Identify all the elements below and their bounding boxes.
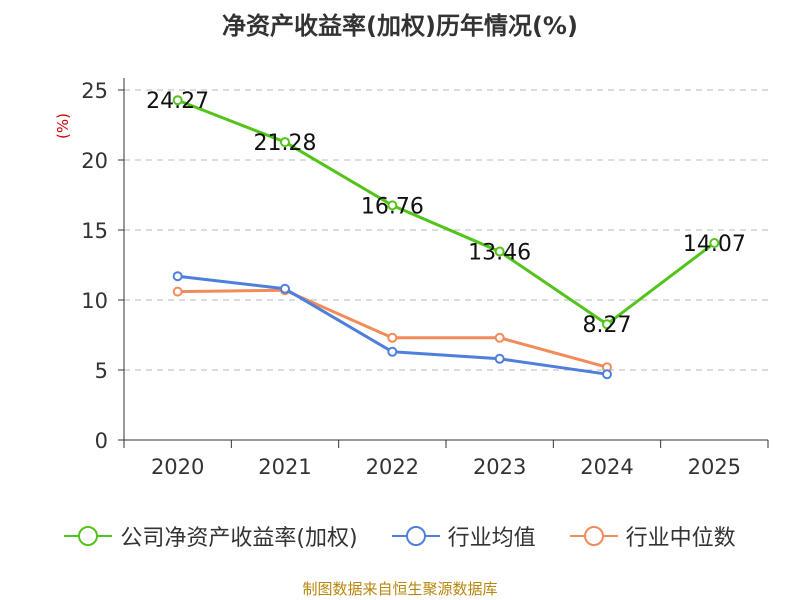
x-tick-label-2025: 2025 [688, 455, 741, 479]
y-tick-label-25: 25 [81, 79, 108, 103]
legend: 公司净资产收益率(加权) 行业均值 行业中位数 [0, 520, 800, 552]
legend-item-industry-median[interactable]: 行业中位数 [569, 520, 736, 552]
source-note: 制图数据来自恒生聚源数据库 [302, 580, 498, 598]
x-tick-label-2023: 2023 [473, 455, 526, 479]
legend-label-industry-median: 行业中位数 [625, 526, 736, 551]
data-point-0-2025 [709, 238, 720, 249]
x-tick-label-2021: 2021 [258, 455, 311, 479]
data-label-2022: 16.76 [361, 194, 424, 219]
data-point-0-2023 [494, 246, 505, 257]
legend-marker-industry-mean-icon [391, 526, 440, 546]
series [172, 95, 720, 380]
y-tick-label-20: 20 [81, 149, 108, 173]
data-labels: 24.27 21.28 16.76 13.46 8.27 14.07 [146, 89, 746, 338]
y-tick-label-15: 15 [81, 219, 108, 243]
series-line-0 [177, 98, 716, 326]
x-tick-label-2024: 2024 [580, 455, 633, 479]
data-point-1-2023 [494, 353, 505, 364]
legend-label-company: 公司净资产收益率(加权) [120, 526, 358, 551]
data-point-0-2024 [602, 319, 612, 330]
legend-marker-company-icon [64, 526, 113, 546]
data-point-1-2024 [602, 369, 612, 380]
x-tick-label-2020: 2020 [151, 455, 204, 479]
data-point-2-2020 [172, 286, 183, 297]
y-tick-label-0: 0 [95, 429, 108, 453]
x-tick-label-2022: 2022 [366, 455, 419, 479]
legend-item-company[interactable]: 公司净资产收益率(加权) [64, 520, 358, 552]
data-label-2023: 13.46 [468, 241, 531, 266]
data-point-2-2023 [494, 332, 505, 343]
data-label-2024: 8.27 [583, 313, 632, 338]
data-point-1-2022 [387, 346, 398, 357]
legend-label-industry-mean: 行业均值 [447, 526, 536, 551]
data-label-2025: 14.07 [683, 232, 746, 257]
legend-item-industry-mean[interactable]: 行业均值 [391, 520, 536, 552]
data-point-1-2021 [280, 283, 290, 294]
data-point-0-2020 [172, 95, 183, 106]
data-point-0-2022 [387, 200, 398, 211]
y-tick-label-10: 10 [81, 289, 108, 313]
data-label-2020: 24.27 [146, 89, 209, 114]
legend-marker-industry-median-icon [569, 526, 618, 546]
data-point-2-2022 [387, 332, 398, 343]
data-label-2021: 21.28 [254, 131, 317, 156]
y-tick-label-5: 5 [95, 359, 108, 383]
y-axis-label: (%) [54, 113, 72, 139]
data-point-1-2020 [172, 271, 183, 282]
data-point-0-2021 [280, 137, 290, 148]
chart-title: 净资产收益率(加权)历年情况(%) [222, 12, 578, 40]
